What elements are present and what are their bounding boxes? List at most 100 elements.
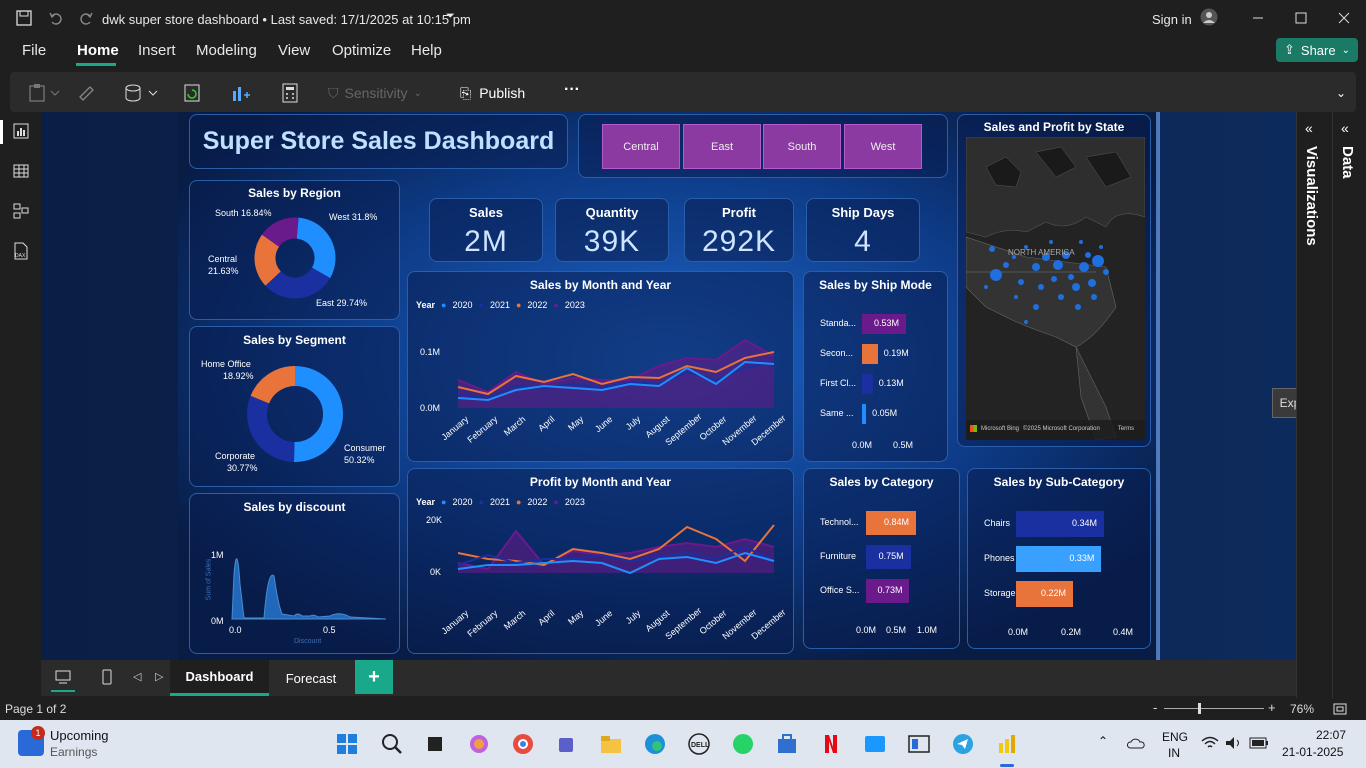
map-bubble[interactable] <box>1018 279 1024 285</box>
sales-by-ship-mode-chart[interactable]: Sales by Ship Mode Standa... 0.53M Secon..… <box>803 271 948 462</box>
netflix-icon[interactable] <box>819 732 843 756</box>
tab-forecast[interactable]: Forecast <box>285 670 337 686</box>
menu-file[interactable]: File <box>22 42 47 59</box>
map-bubble[interactable] <box>1092 255 1104 267</box>
report-view-icon[interactable] <box>10 120 32 142</box>
map-bubble[interactable] <box>1014 295 1018 299</box>
whatsapp-icon[interactable] <box>731 732 755 756</box>
map-bubble[interactable] <box>1099 245 1103 249</box>
edge-icon[interactable] <box>643 732 667 756</box>
refresh-icon[interactable] <box>180 82 204 104</box>
get-data-icon[interactable] <box>122 82 162 104</box>
battery-icon[interactable] <box>1248 734 1270 752</box>
slicer-west[interactable]: West <box>844 124 922 169</box>
format-painter-icon[interactable] <box>74 82 98 104</box>
map-bubble[interactable] <box>1079 240 1083 244</box>
map-bubble[interactable] <box>1091 294 1097 300</box>
map-bubble[interactable] <box>1049 240 1053 244</box>
mobile-layout-icon[interactable] <box>97 667 117 687</box>
sales-by-month-chart[interactable]: Sales by Month and Year Year ● 2020 ● 2021… <box>407 271 794 462</box>
sensitivity-button[interactable]: ⛉ Sensitivity ⌄ <box>328 84 422 102</box>
app-window-icon[interactable] <box>907 732 931 756</box>
bar[interactable] <box>866 511 916 535</box>
clock-time[interactable]: 22:07 <box>1315 728 1346 742</box>
menu-modeling[interactable]: Modeling <box>196 42 257 59</box>
paste-icon[interactable] <box>26 82 62 104</box>
desktop-layout-icon[interactable] <box>53 667 73 687</box>
onedrive-icon[interactable] <box>1126 734 1146 752</box>
power-bi-icon[interactable] <box>995 732 1019 756</box>
slicer-south[interactable]: South <box>763 124 841 169</box>
add-page-button[interactable]: + <box>355 660 393 694</box>
map-bubble[interactable] <box>984 285 988 289</box>
map-bubble[interactable] <box>1012 255 1016 259</box>
menu-view[interactable]: View <box>278 42 311 59</box>
menu-help[interactable]: Help <box>411 42 442 59</box>
teams-icon[interactable] <box>555 732 579 756</box>
minimize-icon[interactable] <box>1248 8 1268 28</box>
volume-icon[interactable] <box>1224 734 1244 752</box>
map-bubble[interactable] <box>1088 279 1096 287</box>
redo-icon[interactable] <box>76 8 96 28</box>
map-bubble[interactable] <box>989 246 995 252</box>
bar[interactable] <box>866 545 911 569</box>
search-icon[interactable] <box>380 732 404 756</box>
map-bubble[interactable] <box>990 269 1002 281</box>
collapse-data-icon[interactable]: « <box>1341 120 1349 136</box>
language-line1[interactable]: ENG <box>1162 730 1189 744</box>
map-bubble[interactable] <box>1038 284 1044 290</box>
table-view-icon[interactable] <box>10 160 32 182</box>
map-bubble[interactable] <box>1024 320 1028 324</box>
map-canvas[interactable] <box>966 137 1145 440</box>
bar[interactable] <box>862 344 878 364</box>
map-bubble[interactable] <box>1051 276 1057 282</box>
menu-home[interactable]: Home <box>77 42 119 59</box>
file-explorer-icon[interactable] <box>599 732 623 756</box>
next-page-icon[interactable]: ▷ <box>155 671 164 683</box>
sales-by-segment-chart[interactable]: Sales by Segment Home Office 18.92% Corp… <box>189 326 400 487</box>
bar[interactable] <box>866 579 910 603</box>
publish-button[interactable]: ⎘ Publish <box>460 84 526 102</box>
more-options-button[interactable]: ··· <box>564 81 580 98</box>
prev-page-icon[interactable]: ◁ <box>133 671 142 683</box>
bar[interactable] <box>862 404 867 424</box>
task-view-icon[interactable] <box>423 732 447 756</box>
save-icon[interactable] <box>14 8 34 28</box>
chrome-icon[interactable] <box>511 732 535 756</box>
sales-by-category-chart[interactable]: Sales by Category Technol... 0.84M Furnitu… <box>803 468 960 649</box>
map-bubble[interactable] <box>1053 260 1063 270</box>
bar[interactable] <box>1016 581 1073 607</box>
terms-link[interactable]: Terms <box>1117 425 1135 432</box>
share-button[interactable]: ⇪ Share ⌄ <box>1276 38 1358 62</box>
sales-profit-map[interactable]: Sales and Profit by State NORTH AMERICA … <box>957 114 1151 447</box>
sales-by-region-chart[interactable]: Sales by Region South 16.84% West 31.8% … <box>189 180 400 320</box>
map-bubble[interactable] <box>1033 304 1039 310</box>
chevron-down-icon[interactable]: ⌄ <box>1336 86 1347 100</box>
wifi-icon[interactable] <box>1200 734 1220 752</box>
map-bubble[interactable] <box>1068 274 1074 280</box>
map-bubble[interactable] <box>1103 269 1109 275</box>
map-bubble[interactable] <box>1079 262 1089 272</box>
telegram-icon[interactable] <box>951 732 975 756</box>
map-bubble[interactable] <box>1085 252 1091 258</box>
model-view-icon[interactable] <box>10 200 32 222</box>
slicer-central[interactable]: Central <box>602 124 680 169</box>
bar[interactable] <box>862 314 906 334</box>
menu-optimize[interactable]: Optimize <box>332 42 392 59</box>
chevron-down-icon[interactable]: ⏷ <box>446 10 455 22</box>
calculator-icon[interactable] <box>278 82 302 104</box>
prime-video-icon[interactable] <box>863 732 887 756</box>
maximize-icon[interactable] <box>1291 8 1311 28</box>
dell-icon[interactable]: DELL <box>687 732 711 756</box>
map-bubble[interactable] <box>1075 304 1081 310</box>
map-bubble[interactable] <box>1003 262 1009 268</box>
dax-query-view-icon[interactable]: DAX <box>10 240 32 262</box>
undo-icon[interactable] <box>46 8 66 28</box>
zoom-slider-track[interactable] <box>1164 708 1264 709</box>
tab-dashboard[interactable]: Dashboard <box>170 660 269 696</box>
map-bubble[interactable] <box>1058 294 1064 300</box>
new-visual-icon[interactable] <box>228 82 252 104</box>
map-bubble[interactable] <box>1062 251 1070 259</box>
start-icon[interactable] <box>335 732 359 756</box>
zoom-slider-thumb[interactable] <box>1198 703 1201 714</box>
